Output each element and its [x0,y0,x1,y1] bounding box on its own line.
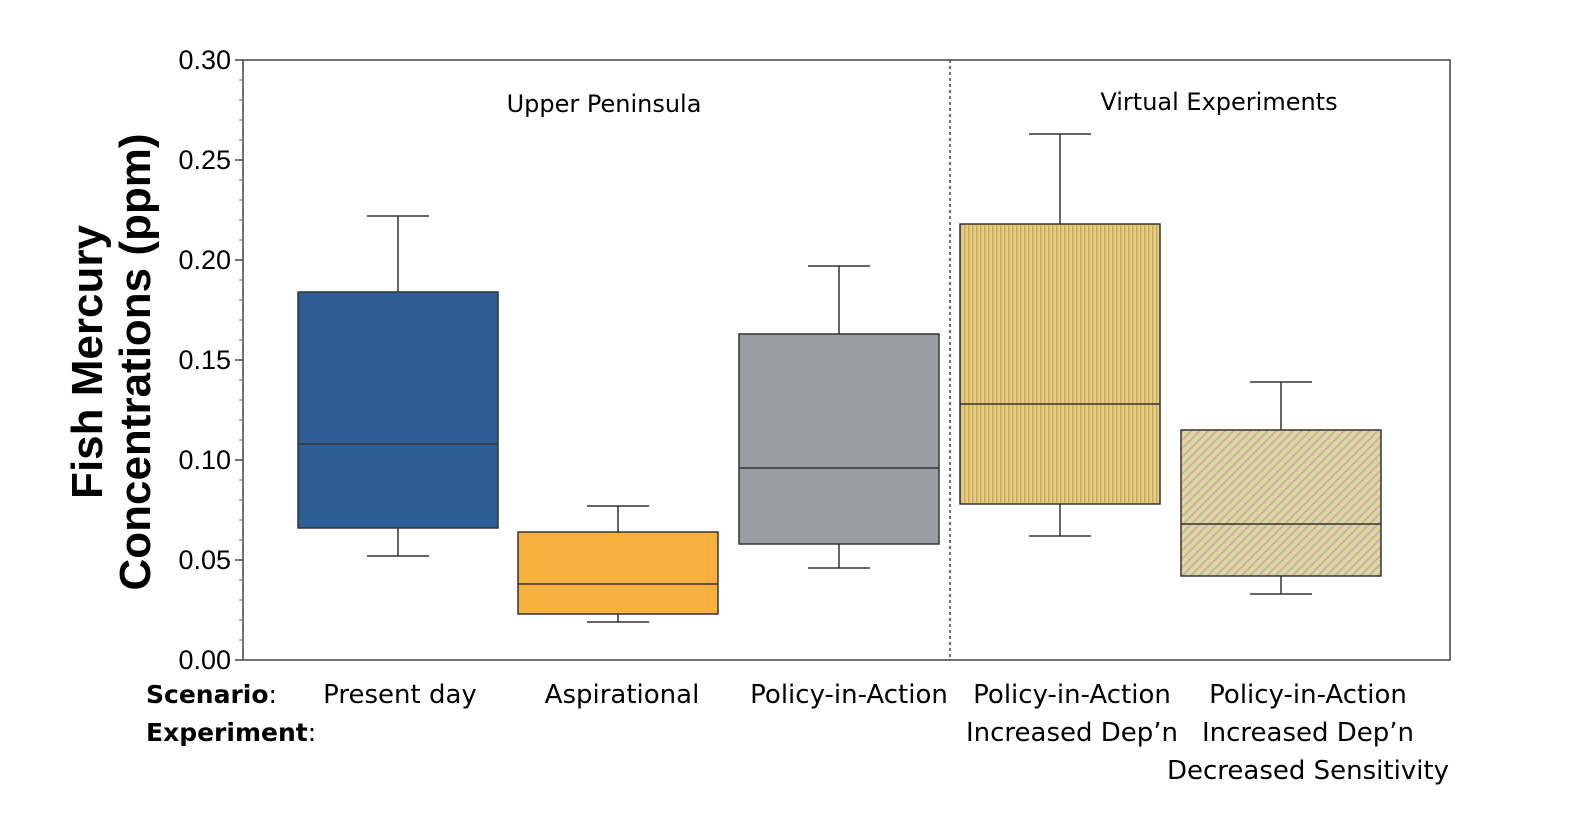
experiment-label: Decreased Sensitivity [1167,756,1449,786]
y-axis-title-line1: Fish Mercury [63,225,112,499]
iqr-box [1180,429,1382,577]
boxplot-5 [1180,381,1382,595]
iqr-box [738,333,940,545]
y-axis-title-line2: Concentrations (ppm) [111,133,160,590]
y-tick-label: 0.00 [178,645,231,675]
y-tick-label: 0.15 [178,345,231,375]
boxplot-2 [517,505,719,623]
scenario-label: Policy-in-Action [973,680,1171,710]
scenario-label: Present day [323,680,477,710]
iqr-box [959,223,1161,505]
y-axis: 0.00 0.05 0.10 0.15 0.20 0.25 0.30 [178,45,243,675]
boxplot-3 [738,265,940,569]
boxplot-1 [297,215,499,557]
scenario-row-key: Scenario: [146,680,277,709]
section-label-virtual-experiments: Virtual Experiments [1100,88,1337,116]
category-labels: Present day Aspirational Policy-in-Action P… [323,680,1449,786]
scenario-key-text: Scenario [146,680,269,709]
boxplot-4 [959,133,1161,537]
scenario-label: Aspirational [545,680,700,710]
y-tick-label: 0.25 [178,145,231,175]
scenario-label: Policy-in-Action [750,680,948,710]
y-tick-label: 0.10 [178,445,231,475]
experiment-label: Increased Dep’n [1202,718,1414,748]
iqr-box [297,291,499,529]
experiment-row-key: Experiment: [146,718,316,747]
experiment-label: Increased Dep’n [966,718,1178,748]
y-tick-label: 0.30 [178,45,231,75]
section-label-upper-peninsula: Upper Peninsula [507,90,702,118]
scenario-label: Policy-in-Action [1209,680,1407,710]
y-tick-label: 0.20 [178,245,231,275]
experiment-key-text: Experiment [146,718,308,747]
y-tick-label: 0.05 [178,545,231,575]
boxplots [297,133,1382,623]
iqr-box [517,531,719,615]
